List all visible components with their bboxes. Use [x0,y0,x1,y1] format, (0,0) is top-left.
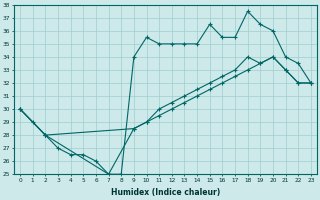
X-axis label: Humidex (Indice chaleur): Humidex (Indice chaleur) [111,188,220,197]
